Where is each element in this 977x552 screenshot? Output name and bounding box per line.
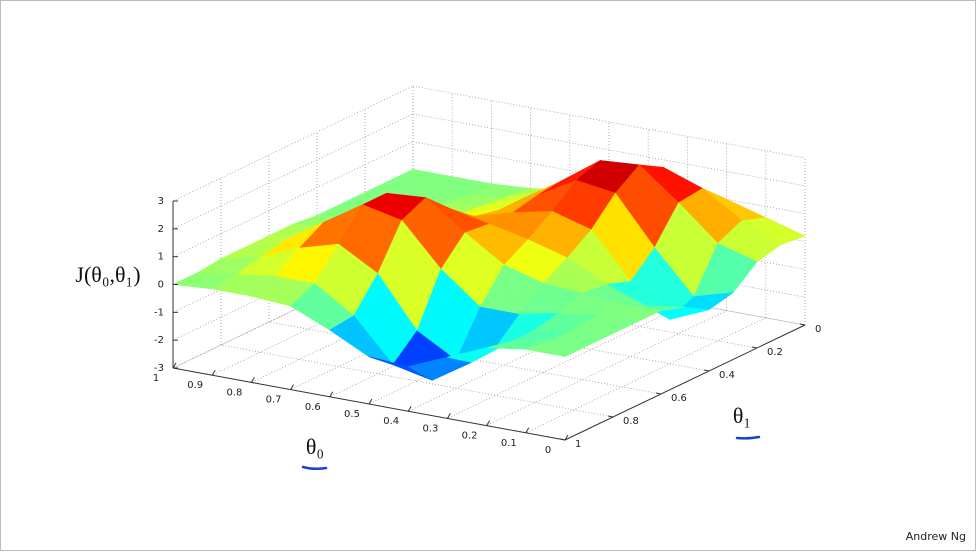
y-tick-label: 0.4: [719, 370, 735, 381]
y-tick-label: 1: [575, 439, 581, 450]
y-tick-label: 0.8: [623, 416, 639, 427]
grid-line: [412, 85, 806, 159]
footer: Andrew Ng: [906, 530, 966, 543]
annotation-underline: [735, 435, 761, 440]
z-tick-label: 1: [158, 252, 164, 263]
annotation-underline: [301, 465, 328, 471]
x-tick-label: 0.7: [266, 395, 282, 406]
x-tick-label: 0.3: [422, 423, 438, 434]
z-tick-label: -1: [154, 307, 164, 318]
x-tick-label: 0.5: [344, 409, 360, 420]
x-tick-label: 0.1: [501, 438, 517, 449]
tick-mark: [703, 369, 710, 372]
tick-mark: [446, 413, 451, 419]
x-tick-label: 0.2: [462, 431, 478, 442]
tick-mark: [607, 415, 614, 418]
x-tick-label: 0.9: [187, 380, 203, 391]
tick-mark: [751, 346, 758, 349]
tick-mark: [559, 438, 566, 441]
tick-mark: [564, 434, 569, 441]
tick-mark: [486, 420, 491, 426]
tick-mark: [329, 391, 334, 398]
z-tick-label: -3: [154, 363, 164, 374]
x-tick-label: 0.6: [305, 402, 321, 413]
x-tick-label: 1: [153, 373, 159, 384]
z-tick-label: 2: [158, 224, 164, 235]
z-tick-label: -2: [154, 335, 164, 346]
tick-mark: [799, 323, 806, 326]
tick-mark: [655, 392, 662, 395]
y-tick-label: 0.2: [767, 347, 783, 358]
grid-line: [412, 141, 806, 215]
surface: [171, 160, 806, 381]
x-tick-label: 0.4: [383, 416, 399, 427]
grid-line: [412, 252, 806, 326]
grid-line: [412, 113, 806, 187]
grid-line: [220, 344, 614, 418]
tick-mark: [407, 405, 412, 412]
x-tick-label: 0: [545, 445, 551, 456]
y-tick-label: 0: [815, 324, 821, 335]
z-axis-label: J(θ₀,θ₁): [75, 262, 140, 287]
tick-mark: [290, 384, 295, 390]
y-axis-label: θ₁: [733, 403, 751, 428]
grid-line: [268, 321, 662, 395]
tick-mark: [368, 398, 373, 405]
tick-mark: [211, 369, 216, 376]
axes-layer: -3 -2 -1 0 1 2 3 0 0.1 0.2 0.3 0.4 0.5 0.6 0.7 0.8 0.9 1 0…: [153, 196, 822, 456]
x-tick-label: 0.8: [226, 387, 242, 398]
tick-mark: [250, 377, 255, 383]
z-tick-label: 0: [158, 280, 164, 291]
y-axis: [564, 324, 806, 441]
surface-patch: [524, 340, 591, 357]
grid-line: [364, 275, 758, 349]
y-tick-label: 0.6: [671, 393, 687, 404]
z-tick-label: 3: [158, 196, 164, 207]
grid-line: [316, 298, 710, 372]
x-axis-label: θ₀: [306, 434, 324, 459]
tick-mark: [172, 362, 177, 369]
tick-mark: [525, 427, 530, 434]
